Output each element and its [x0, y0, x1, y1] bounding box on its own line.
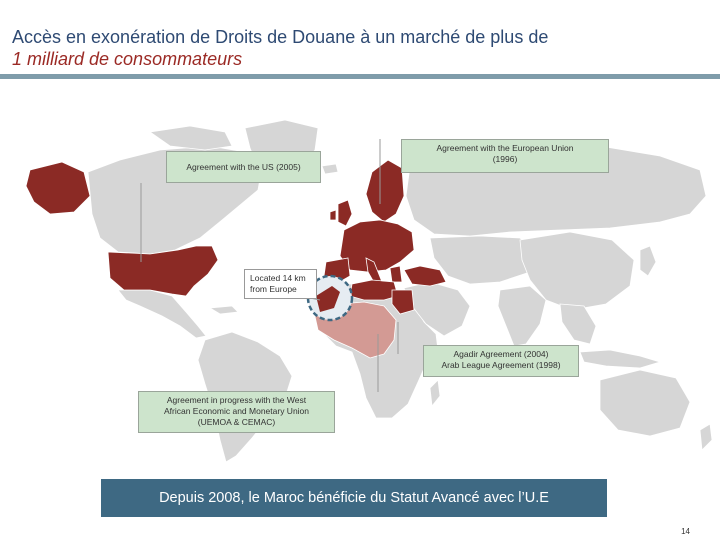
west-africa-label-2: African Economic and Monetary Union [163, 406, 310, 416]
eu-greece-shape [389, 265, 403, 283]
world-map [25, 119, 713, 463]
page-number: 14 [681, 527, 690, 536]
title-line-2: 1 milliard de consommateurs [12, 49, 243, 69]
china-shape [519, 231, 635, 311]
middle-east-shape [403, 281, 471, 337]
central-asia-shape [429, 235, 541, 285]
eu-ireland-shape [329, 209, 337, 221]
arab-egypt-shape [391, 289, 415, 315]
location-label-2: from Europe [250, 284, 297, 294]
eu-agreement-callout: Agreement with the European Union (1996) [401, 139, 609, 173]
eu-continent-shape [339, 219, 415, 273]
australia-shape [599, 369, 691, 437]
japan-shape [639, 245, 657, 277]
alaska-shape [25, 161, 91, 215]
iceland-shape [321, 163, 339, 175]
west-africa-label-3: (UEMOA & CEMAC) [197, 417, 276, 427]
arctic-islands-shape [148, 125, 233, 151]
location-callout: Located 14 km from Europe [244, 269, 317, 299]
us-agreement-label: Agreement with the US (2005) [186, 162, 301, 172]
usa-shape [107, 245, 219, 297]
arab-north-africa-shape [349, 279, 399, 301]
arab-middle-east-shape [403, 265, 447, 287]
indonesia-shape [579, 349, 662, 369]
se-asia-shape [559, 303, 597, 345]
india-shape [497, 285, 547, 347]
eu-scandinavia-shape [365, 159, 405, 223]
location-label-1: Located 14 km [250, 273, 306, 283]
caribbean-shape [208, 305, 239, 315]
agadir-label-2: Arab League Agreement (1998) [441, 360, 561, 370]
title-divider [0, 74, 720, 79]
banner-text: Depuis 2008, le Maroc bénéficie du Statu… [159, 490, 549, 506]
us-agreement-callout: Agreement with the US (2005) [166, 151, 321, 183]
agadir-label-1: Agadir Agreement (2004) [453, 349, 549, 359]
advanced-status-banner: Depuis 2008, le Maroc bénéficie du Statu… [101, 479, 607, 517]
eu-agreement-label-1: Agreement with the European Union [436, 143, 574, 153]
title-line-1: Accès en exonération de Droits de Douane… [12, 27, 549, 47]
west-africa-label-1: Agreement in progress with the West [166, 395, 307, 405]
page-title: Accès en exonération de Droits de Douane… [12, 26, 712, 70]
eu-agreement-label-2: (1996) [492, 154, 518, 164]
mexico-shape [117, 289, 207, 339]
new-zealand-shape [699, 423, 713, 451]
west-africa-callout: Agreement in progress with the West Afri… [138, 391, 335, 433]
agadir-agreement-callout: Agadir Agreement (2004) Arab League Agre… [423, 345, 579, 377]
eu-uk-shape [337, 199, 353, 227]
madagascar-shape [429, 379, 441, 408]
morocco-shape [316, 286, 340, 312]
